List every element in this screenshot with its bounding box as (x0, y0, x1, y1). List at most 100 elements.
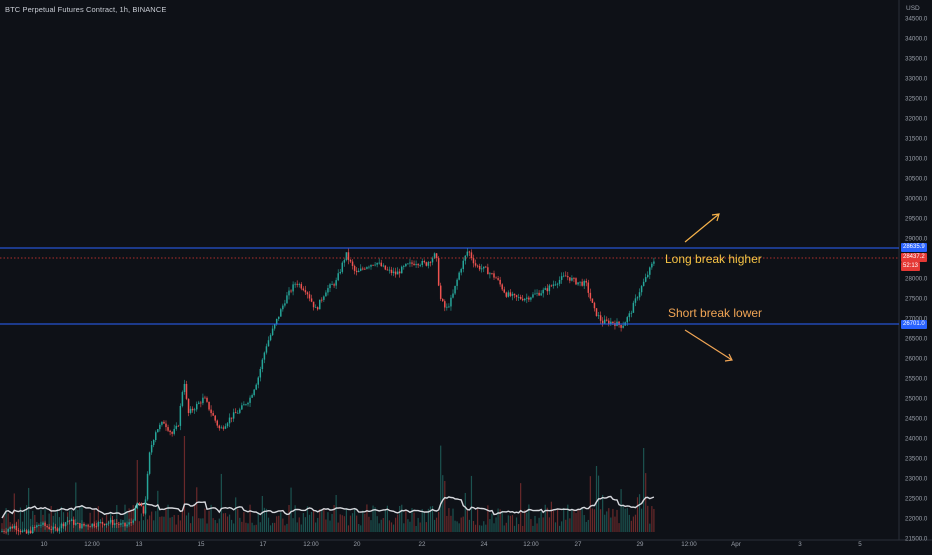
price-axis[interactable]: 34500.0 34000.0 33500.0 33000.0 32500.0 32000… (905, 15, 928, 542)
time-axis-label: 12:00 (681, 541, 697, 548)
candle-body (216, 420, 218, 426)
candle-body (230, 417, 233, 419)
candle-body (421, 261, 423, 265)
candle-body (46, 526, 48, 528)
candle-body (349, 259, 352, 262)
volume-bar (194, 504, 196, 532)
time-axis-label: 22 (419, 541, 426, 548)
volume-bar (378, 523, 380, 532)
candle-body (23, 530, 26, 532)
price-axis-label: 25000.0 (905, 395, 928, 402)
volume-bar (636, 497, 639, 532)
candle-body (218, 425, 221, 429)
volume-bar (354, 508, 356, 532)
candle-body (540, 293, 542, 296)
candle-body (280, 309, 282, 317)
candle-body (206, 397, 208, 402)
candle-body (612, 321, 614, 324)
volume-bar (351, 513, 354, 532)
candle-body (286, 295, 288, 304)
volume-bar (267, 517, 270, 532)
candle-body (642, 281, 645, 287)
volume-bar (388, 520, 391, 532)
volume-bar (450, 515, 452, 532)
volume-bar (518, 524, 520, 532)
candle-body (210, 409, 212, 414)
volume-bar (331, 513, 333, 532)
volume-bar (358, 524, 360, 532)
volume-bar (528, 504, 530, 532)
volume-bar (302, 512, 304, 532)
candle-body (581, 281, 583, 286)
volume-bar (397, 514, 399, 532)
last-price-tag: 28437.2 (901, 253, 927, 262)
volume-bar (493, 523, 495, 532)
candle-body (208, 401, 210, 410)
candle-body (614, 323, 616, 326)
volume-bar (618, 523, 620, 532)
volume-bar (374, 507, 376, 532)
volume-bar (386, 505, 388, 532)
volume-bar (13, 493, 15, 532)
candle-body (562, 275, 565, 277)
annotation-long-break[interactable]: Long break higher (665, 252, 762, 266)
candle-body (107, 522, 110, 524)
volume-bar (181, 510, 183, 532)
candle-body (413, 263, 415, 266)
arrow-down-right-icon[interactable] (684, 329, 733, 362)
candle-body (161, 421, 163, 425)
candle-body (452, 293, 454, 298)
volume-bar (7, 513, 9, 532)
arrow-up-right-icon[interactable] (684, 213, 720, 243)
volume-bar (185, 515, 188, 532)
candle-body (204, 397, 206, 399)
price-axis-label: 28000.0 (905, 275, 928, 282)
volume-bar (548, 517, 550, 532)
candle-body (316, 307, 319, 310)
annotation-short-break[interactable]: Short break lower (668, 306, 763, 320)
volume-bar (5, 508, 7, 532)
volume-bar (380, 519, 382, 532)
volume-bar (573, 509, 575, 532)
price-axis-label: 22000.0 (905, 515, 928, 522)
candle-body (9, 526, 11, 530)
candle-body (70, 519, 73, 521)
volume-bar (638, 494, 641, 532)
candle-body (370, 264, 372, 267)
volume-bar (472, 520, 475, 532)
candle-body (599, 315, 602, 321)
volume-bar (442, 475, 444, 532)
volume-bar (390, 522, 393, 532)
volume-bar (628, 514, 630, 532)
volume-bar (343, 516, 345, 532)
candle-body (524, 298, 526, 301)
candle-body (480, 268, 483, 270)
time-axis[interactable]: 10 12:00 13 15 17 12:00 20 22 24 12:00 27 29 12:00 Ap… (41, 541, 863, 548)
candle-body (626, 317, 628, 323)
volume-bar (392, 524, 395, 532)
candle-body (454, 285, 456, 294)
volume-bar (212, 518, 214, 532)
candle-body (109, 519, 112, 523)
volume-bar (210, 504, 212, 532)
candle-body (433, 253, 436, 259)
candle-body (644, 277, 647, 282)
candle-body (601, 320, 604, 324)
volume-bar (546, 507, 548, 532)
volume-bar (282, 518, 284, 532)
volume-bar (85, 523, 87, 532)
volume-bar (433, 519, 436, 532)
volume-bar (169, 517, 171, 532)
candle-body (187, 398, 190, 413)
volume-bar (325, 519, 327, 532)
volume-bar (46, 525, 48, 532)
volume-bar (216, 523, 218, 532)
candle-body (191, 408, 194, 411)
volume-bar (448, 508, 450, 532)
volume-bar (235, 497, 237, 532)
volume-bar (505, 522, 507, 532)
volume-bar (372, 505, 374, 532)
candle-body (610, 321, 612, 324)
